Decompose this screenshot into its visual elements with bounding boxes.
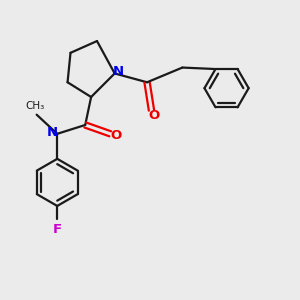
Text: N: N <box>46 126 58 139</box>
Text: O: O <box>110 129 121 142</box>
Text: F: F <box>53 223 62 236</box>
Text: CH₃: CH₃ <box>26 101 45 111</box>
Text: O: O <box>149 109 160 122</box>
Text: N: N <box>112 65 124 79</box>
